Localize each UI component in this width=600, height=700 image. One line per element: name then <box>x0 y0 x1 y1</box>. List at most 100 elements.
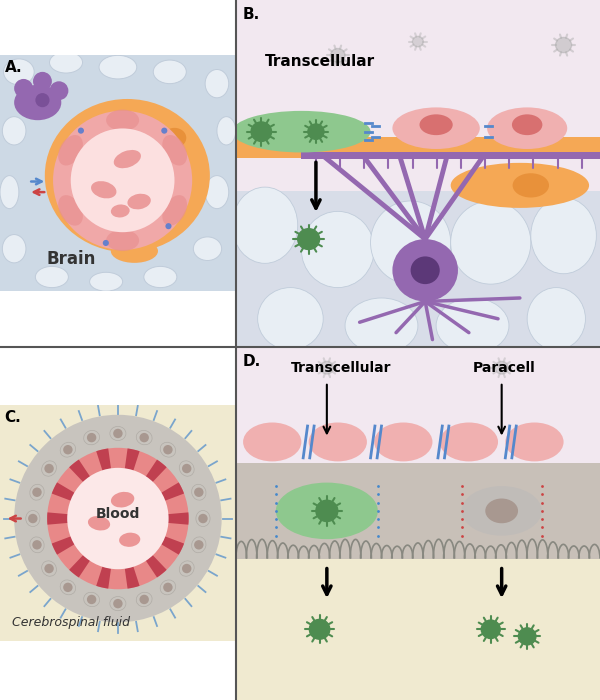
Circle shape <box>163 445 173 454</box>
Ellipse shape <box>179 461 194 476</box>
Ellipse shape <box>374 423 433 461</box>
Circle shape <box>392 239 458 302</box>
Ellipse shape <box>26 510 40 526</box>
Ellipse shape <box>179 561 194 576</box>
Circle shape <box>495 361 508 374</box>
Text: D.: D. <box>243 354 262 369</box>
Ellipse shape <box>163 195 187 225</box>
Circle shape <box>14 79 33 98</box>
Circle shape <box>310 620 330 639</box>
Wedge shape <box>52 519 118 554</box>
Ellipse shape <box>217 117 236 145</box>
Bar <box>236 190 600 346</box>
Circle shape <box>50 81 68 100</box>
Ellipse shape <box>276 482 378 539</box>
Circle shape <box>47 448 188 589</box>
Wedge shape <box>47 512 118 525</box>
Ellipse shape <box>205 69 229 98</box>
Wedge shape <box>96 519 118 589</box>
Circle shape <box>67 468 169 569</box>
Ellipse shape <box>419 114 453 135</box>
Ellipse shape <box>392 107 480 149</box>
Circle shape <box>410 256 440 284</box>
Ellipse shape <box>83 430 100 444</box>
Text: A.: A. <box>5 60 22 75</box>
Bar <box>236 505 600 700</box>
Wedge shape <box>118 460 167 519</box>
Ellipse shape <box>111 204 130 218</box>
Circle shape <box>320 361 334 374</box>
Circle shape <box>139 433 149 442</box>
Ellipse shape <box>345 298 418 354</box>
Circle shape <box>166 223 172 229</box>
Ellipse shape <box>58 135 83 165</box>
Ellipse shape <box>35 267 68 288</box>
Ellipse shape <box>191 537 206 553</box>
Ellipse shape <box>60 442 76 457</box>
Ellipse shape <box>257 288 323 350</box>
Circle shape <box>26 95 45 114</box>
Ellipse shape <box>232 187 298 263</box>
Circle shape <box>163 582 173 592</box>
Ellipse shape <box>153 60 186 83</box>
Ellipse shape <box>89 272 122 291</box>
Ellipse shape <box>88 516 110 531</box>
Circle shape <box>182 564 191 573</box>
Ellipse shape <box>163 128 186 148</box>
Ellipse shape <box>451 163 589 208</box>
Ellipse shape <box>30 537 44 553</box>
Ellipse shape <box>136 430 152 444</box>
Ellipse shape <box>440 423 498 461</box>
Ellipse shape <box>512 174 549 197</box>
Ellipse shape <box>531 197 596 274</box>
Ellipse shape <box>136 592 152 607</box>
Ellipse shape <box>110 596 126 610</box>
Circle shape <box>63 445 73 454</box>
Circle shape <box>308 124 324 139</box>
Circle shape <box>251 122 271 141</box>
Bar <box>301 152 600 160</box>
Ellipse shape <box>110 426 126 440</box>
Ellipse shape <box>127 194 151 209</box>
Ellipse shape <box>191 484 206 500</box>
Ellipse shape <box>451 201 531 284</box>
Ellipse shape <box>41 561 56 576</box>
Wedge shape <box>52 482 118 519</box>
Ellipse shape <box>106 230 139 251</box>
Ellipse shape <box>111 239 158 263</box>
Wedge shape <box>118 512 188 525</box>
Ellipse shape <box>2 234 26 263</box>
Circle shape <box>44 564 54 573</box>
Circle shape <box>32 540 42 550</box>
Ellipse shape <box>196 510 210 526</box>
Circle shape <box>331 48 345 62</box>
Ellipse shape <box>163 135 187 165</box>
Text: C.: C. <box>5 410 22 425</box>
Ellipse shape <box>308 423 367 461</box>
Wedge shape <box>118 519 167 578</box>
Circle shape <box>113 428 122 438</box>
Wedge shape <box>96 449 118 519</box>
Text: Cerebrospinal fluid: Cerebrospinal fluid <box>12 617 130 629</box>
Circle shape <box>28 514 38 524</box>
Circle shape <box>556 37 572 52</box>
Circle shape <box>32 487 42 497</box>
Ellipse shape <box>461 486 542 536</box>
Circle shape <box>103 240 109 246</box>
Circle shape <box>298 229 320 249</box>
Ellipse shape <box>50 52 83 73</box>
Wedge shape <box>118 482 184 519</box>
Ellipse shape <box>527 288 586 350</box>
Circle shape <box>198 514 208 524</box>
Circle shape <box>412 36 424 47</box>
Ellipse shape <box>505 423 563 461</box>
Circle shape <box>161 127 167 134</box>
Ellipse shape <box>14 85 61 120</box>
Bar <box>236 346 600 505</box>
Ellipse shape <box>58 195 83 225</box>
Ellipse shape <box>99 55 137 79</box>
Circle shape <box>139 595 149 604</box>
Circle shape <box>33 72 52 91</box>
Wedge shape <box>118 519 184 554</box>
Ellipse shape <box>193 237 221 260</box>
